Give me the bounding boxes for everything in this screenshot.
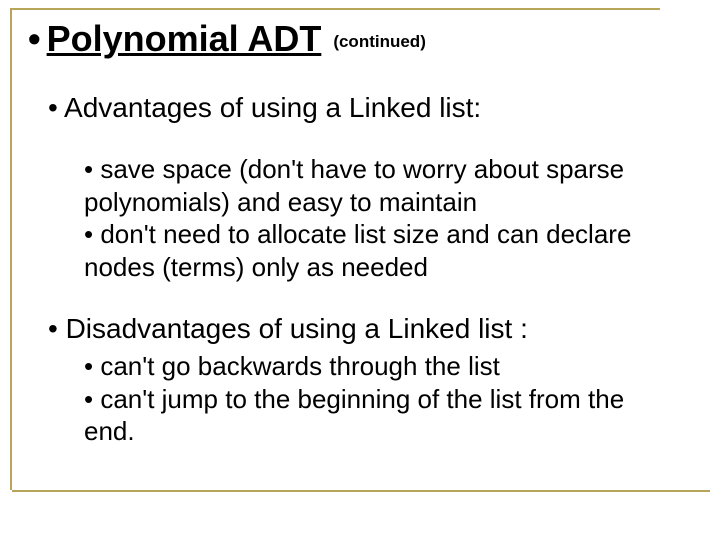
content-area: • Advantages of using a Linked list: • s… <box>48 90 668 448</box>
disadvantages-heading: • Disadvantages of using a Linked list : <box>48 311 668 346</box>
advantages-body: • save space (don't have to worry about … <box>84 153 668 283</box>
slide-title: Polynomial ADT <box>47 18 322 60</box>
advantages-heading: • Advantages of using a Linked list: <box>48 90 668 125</box>
title-bullet: • <box>28 21 41 57</box>
title-row: • Polynomial ADT (continued) <box>28 18 426 60</box>
disadvantages-body: • can't go backwards through the list • … <box>84 350 668 448</box>
continued-label: (continued) <box>333 32 426 52</box>
